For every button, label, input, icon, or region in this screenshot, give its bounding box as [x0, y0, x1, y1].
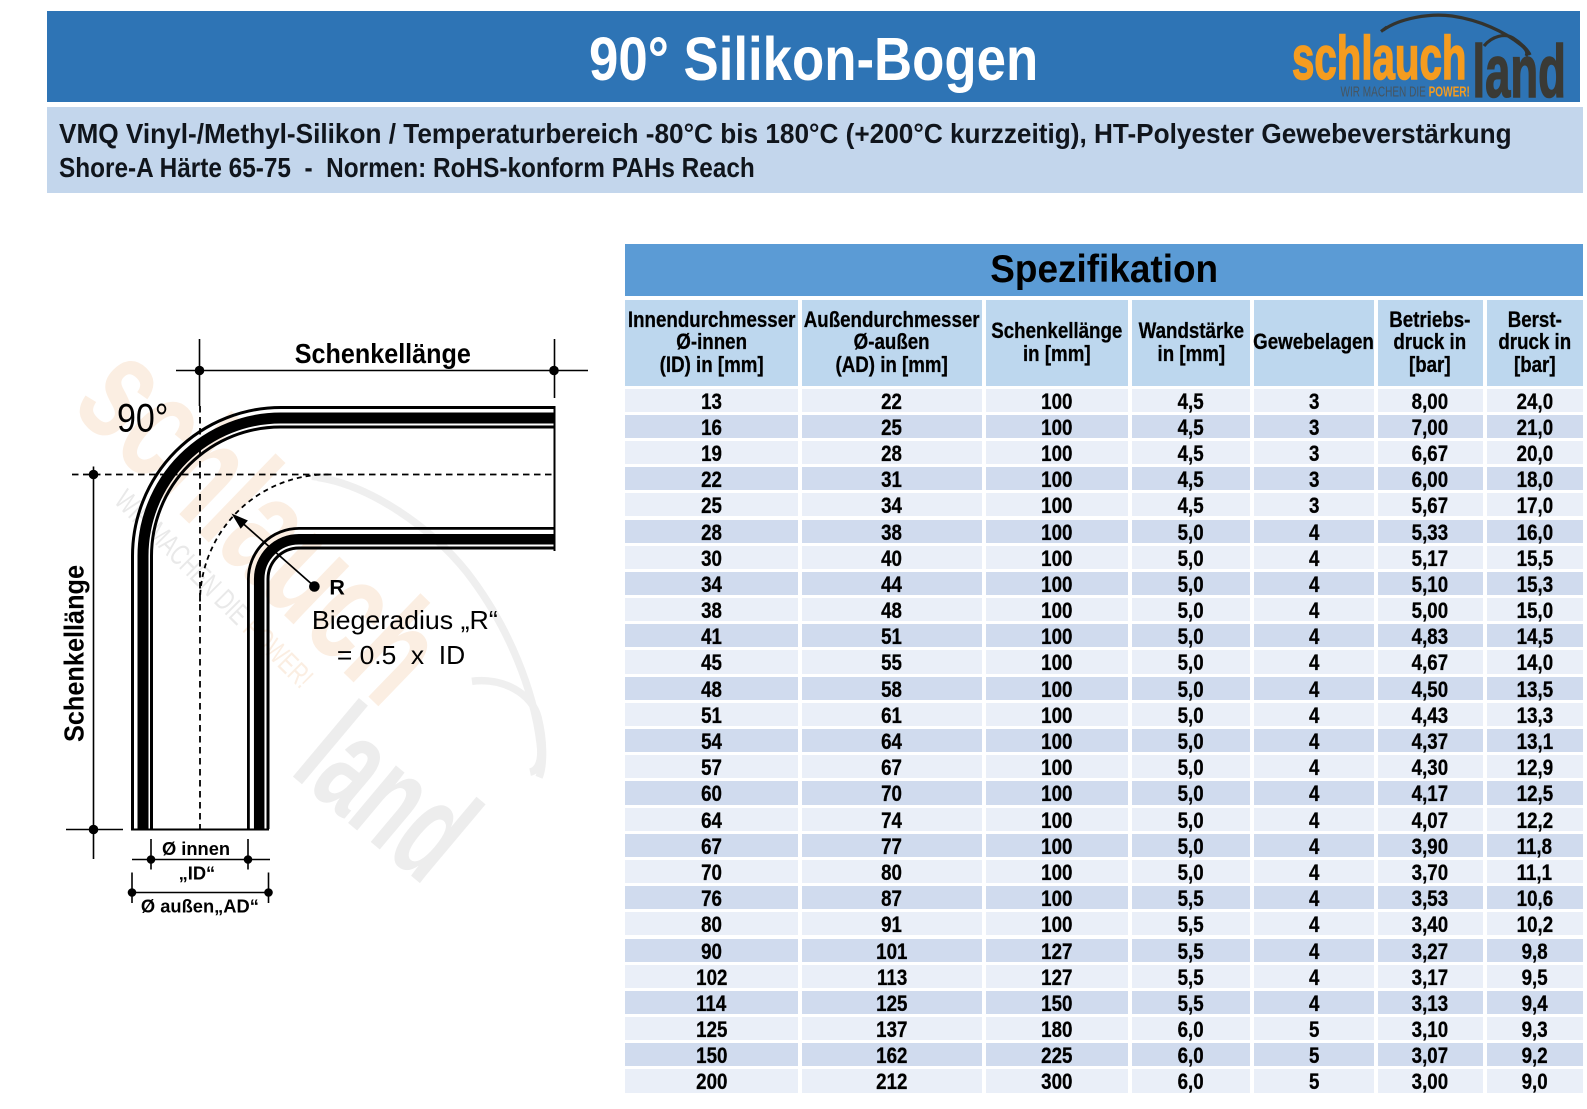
svg-text:90°: 90°	[117, 395, 168, 440]
svg-text:Ø innen: Ø innen	[162, 838, 230, 859]
svg-text:land: land	[269, 675, 507, 910]
svg-text:Biegeradius „R“: Biegeradius „R“	[312, 605, 498, 635]
svg-text:= 0.5 x ID: = 0.5 x ID	[337, 642, 465, 670]
svg-text:„ID“: „ID“	[179, 862, 216, 883]
svg-text:Schenkellänge: Schenkellänge	[59, 565, 90, 742]
svg-text:WIR MACHEN DIE POWER!: WIR MACHEN DIE POWER!	[1341, 82, 1470, 100]
svg-text:R: R	[329, 575, 345, 599]
svg-text:Ø außen„AD“: Ø außen„AD“	[141, 895, 259, 916]
svg-text:schlauch: schlauch	[1292, 24, 1466, 92]
svg-text:Schenkellänge: Schenkellänge	[295, 338, 471, 369]
